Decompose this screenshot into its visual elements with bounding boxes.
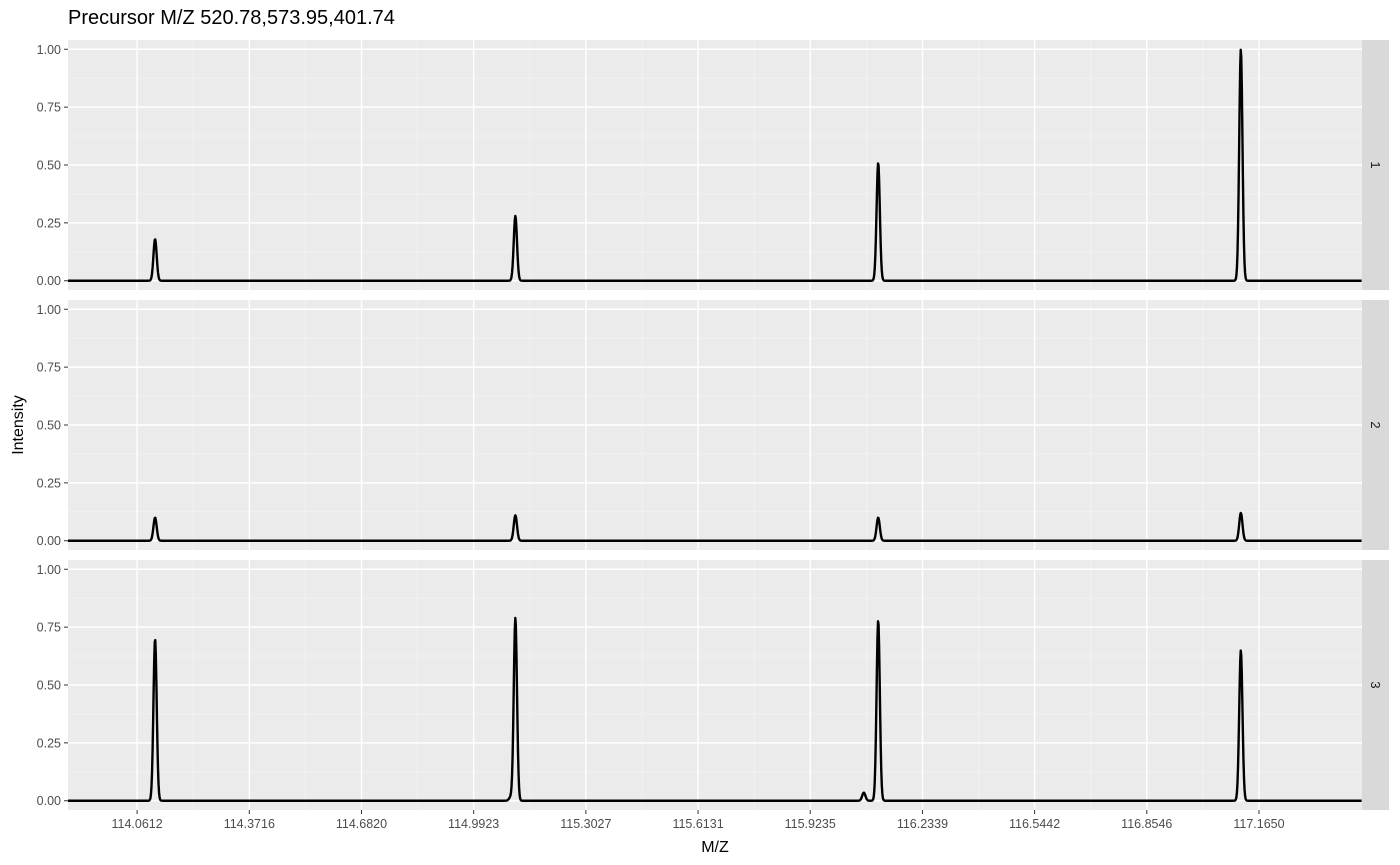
y-tick-label: 0.00 [37,274,61,288]
x-tick-label: 115.3027 [560,817,611,831]
facet-panel-2: 0.00 0.25 0.50 0.75 1.00 2 [37,300,1389,550]
x-tick-label: 115.6131 [672,817,723,831]
x-tick-label: 116.5442 [1009,817,1060,831]
peak-point [154,638,156,640]
y-tick-label: 0.75 [37,621,61,635]
peak-point [514,215,516,217]
spectrum-line [67,616,1363,802]
x-tick-label: 115.9235 [785,817,836,831]
y-tick-label: 1.00 [37,303,61,317]
peak-point [1240,649,1242,651]
peak-point [514,617,516,619]
peak-point [514,514,516,516]
x-tick-label: 116.2339 [897,817,948,831]
peak-point [877,162,879,164]
facet-strip-label: 1 [1368,161,1383,168]
y-tick-label: 0.50 [37,419,61,433]
facet-strip [1362,560,1389,810]
y-tick-label: 0.50 [37,679,61,693]
x-axis: 114.0612 114.3716 114.6820 114.9923 115.3027… [112,810,1285,831]
y-tick-label: 1.00 [37,43,61,57]
y-tick-label: 1.00 [37,563,61,577]
peak-point [863,792,865,794]
peak-point [154,238,156,240]
spectrum-line [67,511,1363,542]
y-tick-label: 0.75 [37,361,61,375]
x-tick-label: 114.6820 [336,817,387,831]
x-tick-label: 114.3716 [224,817,275,831]
facet-strip [1362,40,1389,290]
peak-point [510,796,512,798]
facet-strip-label: 3 [1368,681,1383,688]
x-tick-label: 114.0612 [112,817,163,831]
y-tick-label: 0.25 [37,216,61,230]
peak-point [1240,48,1242,50]
y-tick-label: 0.25 [37,736,61,750]
y-tick-label: 0.00 [37,794,61,808]
y-axis-title: Intensity [10,395,27,455]
y-tick-label: 0.00 [37,534,61,548]
x-tick-label: 116.8546 [1121,817,1172,831]
y-tick-label: 0.75 [37,101,61,115]
peak-point [154,517,156,519]
x-tick-label: 117.1650 [1233,817,1284,831]
y-tick-label: 0.50 [37,159,61,173]
spectrum-line [67,48,1363,282]
facet-strip-label: 2 [1368,421,1383,428]
x-axis-title: M/Z [701,839,729,856]
chart-title: Precursor M/Z 520.78,573.95,401.74 [68,7,395,29]
facet-panels: 0.00 0.25 0.50 0.75 1.00 1 0.00 0.25 0.50 0.75 1.0… [37,40,1389,810]
facet-panel-1: 0.00 0.25 0.50 0.75 1.00 1 [37,40,1389,290]
peak-point [877,619,879,621]
x-tick-label: 114.9923 [448,817,499,831]
facet-strip [1362,300,1389,550]
facet-panel-3: 0.00 0.25 0.50 0.75 1.00 3 [37,560,1389,810]
peak-point [1240,512,1242,514]
peak-point [877,517,879,519]
y-tick-label: 0.25 [37,476,61,490]
